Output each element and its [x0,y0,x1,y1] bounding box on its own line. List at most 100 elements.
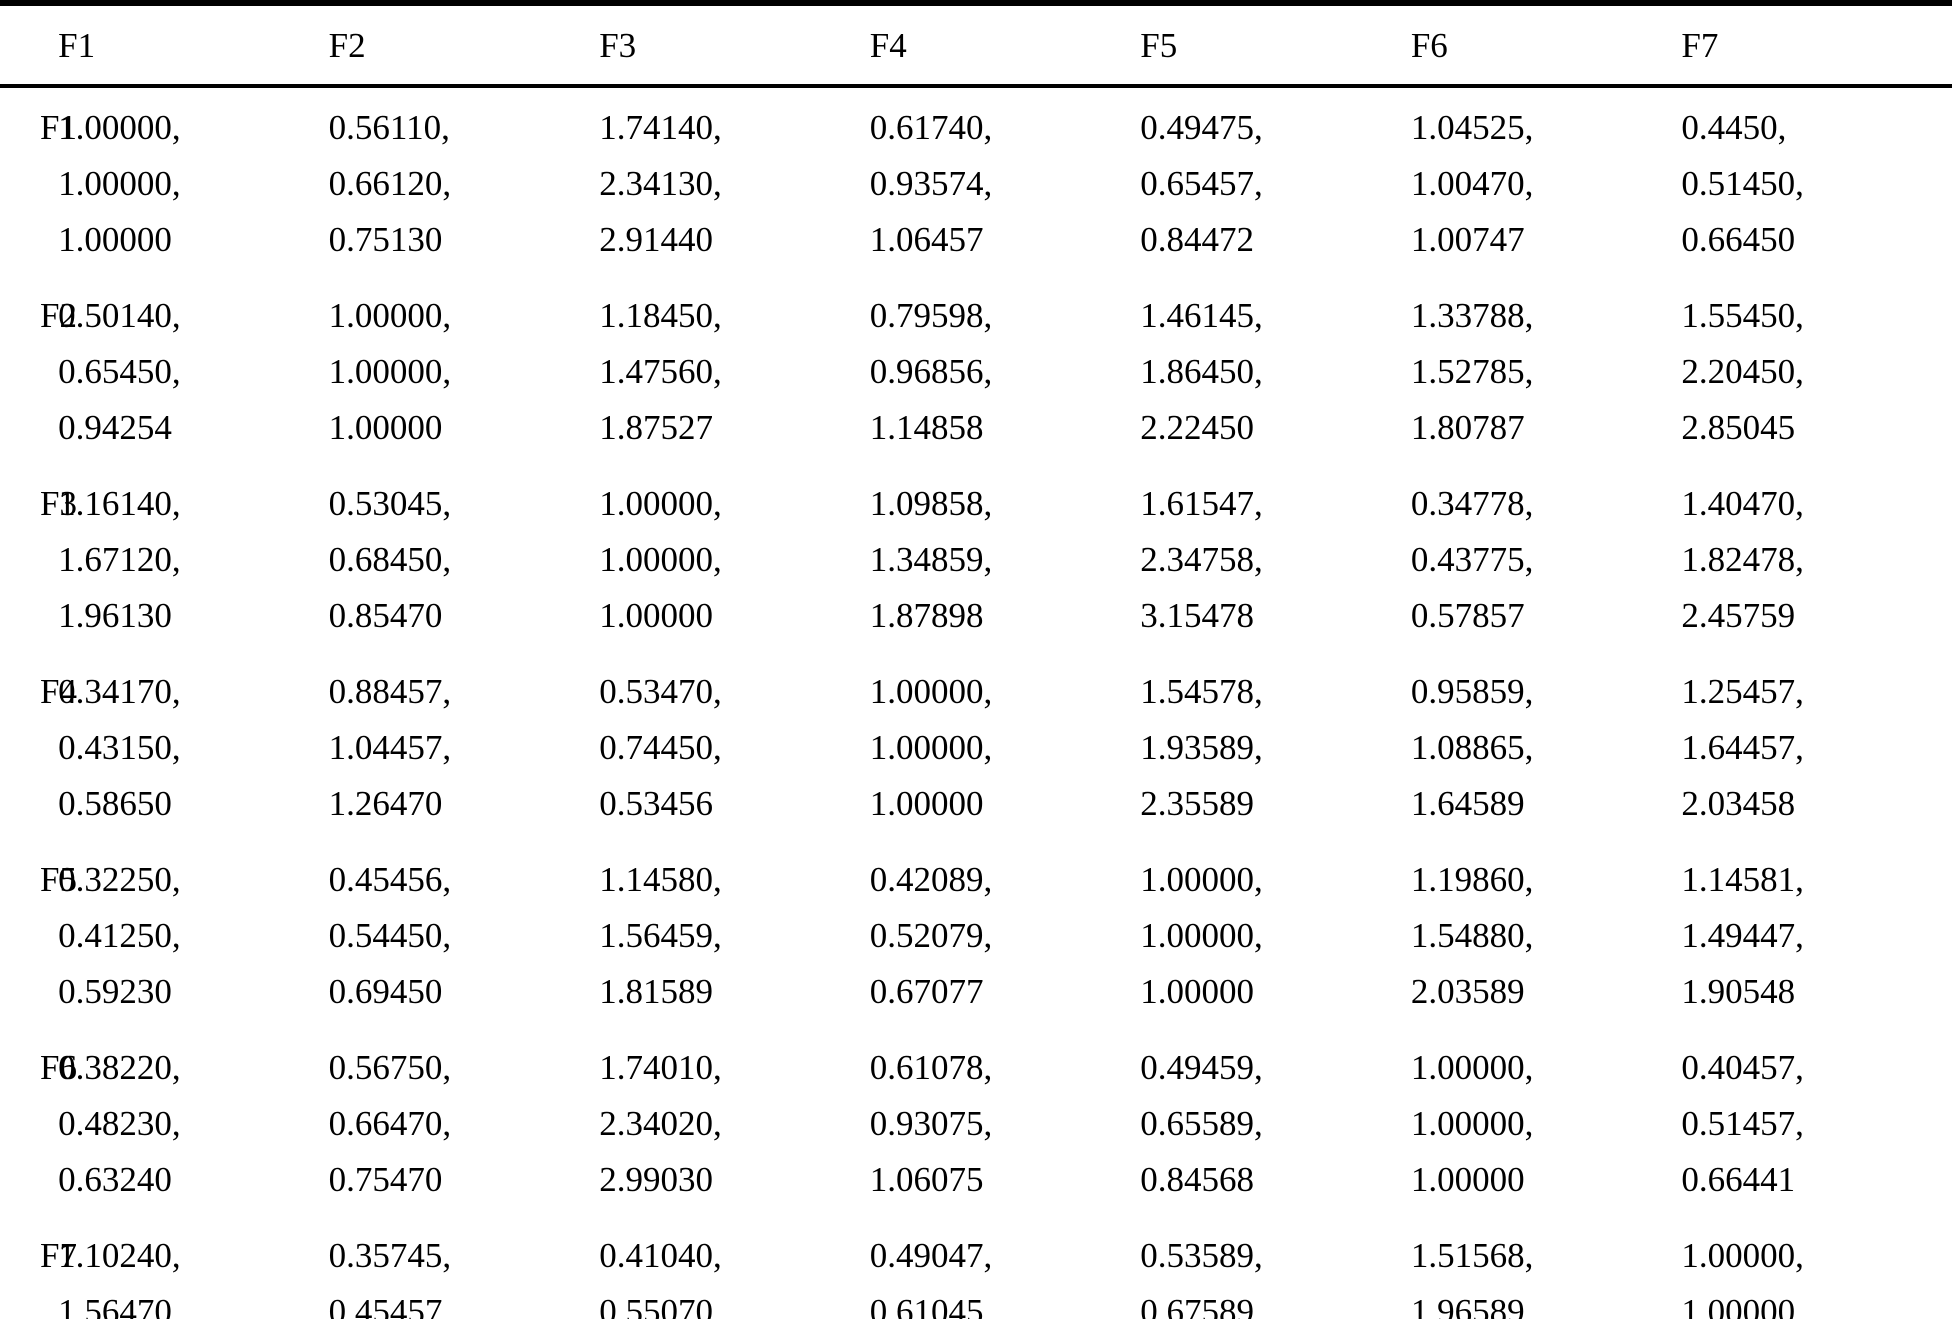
matrix-cell: 0.53045, 0.68450, 0.85470 [329,464,600,652]
matrix-cell: 0.45456, 0.54450, 0.69450 [329,840,600,1028]
row-header-f3: F3 [40,484,77,523]
matrix-cell-line: 1.00000, [599,540,722,579]
matrix-cell: 1.74140, 2.34130, 2.91440 [599,86,870,276]
matrix-cell: 0.50140, 0.65450, 0.94254 [58,276,329,464]
matrix-cell-line: 1.86450, [1140,352,1263,391]
matrix-cell-line: 0.66120, [328,164,452,203]
table-row: F5 0.32250, 0.41250, 0.59230 0.45456, 0.54450… [0,840,1952,1028]
matrix-cell-line: 0.45456, [328,860,452,899]
matrix-cell-line: 0.93574, [869,164,993,203]
matrix-cell-line: 2.34130, [599,164,722,203]
matrix-cell-line: 1.51568, [1410,1236,1534,1275]
matrix-cell-line: 0.88457, [328,672,452,711]
column-header-f4: F4 [869,3,1141,88]
matrix-cell: 1.14581, 1.49447, 1.90548 [1681,840,1952,1028]
matrix-cell-line: 0.32250, [58,860,181,899]
matrix-cell-line: 0.48230, [58,1104,181,1143]
matrix-cell-line: 1.00747 [1410,220,1525,259]
matrix-cell-line: 0.61045, [869,1292,993,1319]
matrix-cell-line: 1.81589 [599,972,713,1011]
row-header-f7: F7 [40,1236,77,1275]
matrix-cell: 0.40457, 0.51457, 0.66441 [1681,1028,1952,1216]
matrix-cell-line: 0.56750, [328,1048,452,1087]
column-header-f5: F5 [1140,3,1411,88]
matrix-cell-line: 1.00000, [1681,1292,1804,1319]
matrix-cell: 1.61547, 2.34758, 3.15478 [1140,464,1411,652]
matrix-cell-line: 0.51457, [1681,1104,1804,1143]
matrix-cell-line: 0.4450, [1681,108,1787,147]
matrix-cell-line: 1.61547, [1140,484,1263,523]
matrix-cell-line: 1.96589, [1410,1292,1534,1319]
matrix-cell-line: 1.00000, [599,484,722,523]
matrix-cell: 0.95859, 1.08865, 1.64589 [1411,652,1682,840]
matrix-cell: 0.38220, 0.48230, 0.63240 [58,1028,329,1216]
matrix-cell-line: 1.00000 [599,596,713,635]
matrix-cell-line: 1.08865, [1410,728,1534,767]
table-row: F1 1.00000, 1.00000, 1.00000 0.56110, 0.66120… [0,86,1952,276]
matrix-cell-line: 1.00000, [58,164,181,203]
matrix-cell-line: 0.45457, [328,1292,452,1319]
matrix-cell: 0.88457, 1.04457, 1.26470 [329,652,600,840]
matrix-cell-line: 1.82478, [1681,540,1804,579]
matrix-cell-line: 0.84472 [1140,220,1255,259]
matrix-cell-line: 0.66441 [1681,1160,1796,1199]
matrix-cell-line: 0.53470, [599,672,722,711]
matrix-cell-line: 1.87898 [869,596,984,635]
matrix-cell-line: 0.63240 [58,1160,172,1199]
matrix-cell: 1.46145, 1.86450, 2.22450 [1140,276,1411,464]
matrix-cell-line: 0.50140, [58,296,181,335]
matrix-cell-line: 1.00000, [869,672,993,711]
matrix-cell: 1.09858, 1.34859, 1.87898 [870,464,1141,652]
matrix-cell-line: 1.00000, [328,352,452,391]
matrix-cell: 1.25457, 1.64457, 2.03458 [1681,652,1952,840]
matrix-cell-line: 0.38220, [58,1048,181,1087]
matrix-cell-line: 1.00000 [1410,1160,1525,1199]
matrix-cell-line: 0.65589, [1140,1104,1263,1143]
matrix-cell-line: 1.33788, [1410,296,1534,335]
matrix-cell-line: 1.56470, [58,1292,181,1319]
table-header: F1 F2 F3 F4 F5 F6 F7 [0,3,1952,88]
matrix-cell-line: 1.19860, [1410,860,1534,899]
matrix-cell-line: 1.47560, [599,352,722,391]
column-header-f1: F1 [58,3,329,88]
matrix-cell: 0.4450, 0.51450, 0.66450 [1681,86,1952,276]
matrix-cell-line: 1.00000 [869,784,984,823]
matrix-cell: 1.40470, 1.82478, 2.45759 [1681,464,1952,652]
matrix-cell-line: 0.68450, [328,540,452,579]
matrix-cell-line: 1.46145, [1140,296,1263,335]
matrix-cell-line: 0.69450 [328,972,443,1011]
table-row: F4 0.34170, 0.43150, 0.58650 0.88457, 1.04457… [0,652,1952,840]
matrix-cell-line: 2.22450 [1140,408,1255,447]
matrix-cell-line: 1.56459, [599,916,722,955]
matrix-cell-line: 1.00000, [1681,1236,1804,1275]
row-header-f2: F2 [40,296,77,335]
matrix-cell-line: 1.00000 [1140,972,1255,1011]
matrix-cell-line: 1.87527 [599,408,713,447]
column-header-f2: F2 [328,3,600,88]
matrix-cell-line: 0.65450, [58,352,181,391]
matrix-cell-line: 1.64457, [1681,728,1804,767]
table-body: F1 1.00000, 1.00000, 1.00000 0.56110, 0.66120… [0,86,1952,1319]
matrix-cell-line: 0.67589, [1140,1292,1263,1319]
matrix-cell-line: 2.91440 [599,220,713,259]
matrix-cell-line: 1.00000 [58,220,172,259]
matrix-cell-line: 1.52785, [1410,352,1534,391]
matrix-cell: 1.00000, 1.00000, 1.00000 [58,86,329,276]
matrix-cell-line: 2.03458 [1681,784,1796,823]
matrix-cell: 0.41040,0.55070,0.71047 [599,1216,870,1319]
matrix-cell: 0.79598, 0.96856, 1.14858 [870,276,1141,464]
matrix-cell-line: 1.00000, [58,108,181,147]
matrix-cell-line: 1.00000, [1140,916,1263,955]
matrix-cell: 0.53589,0.67589,0.84586 [1140,1216,1411,1319]
matrix-cell-line: 0.96856, [869,352,993,391]
matrix-cell: 0.49047,0.61045,0.80045 [870,1216,1141,1319]
table-row: F6 0.38220, 0.48230, 0.63240 0.56750, 0.66470… [0,1028,1952,1216]
matrix-cell-line: 0.84568 [1140,1160,1255,1199]
matrix-cell: 1.00000, 1.00000, 1.00000 [1411,1028,1682,1216]
matrix-cell-line: 0.49459, [1140,1048,1263,1087]
matrix-cell-line: 1.04457, [328,728,452,767]
matrix-cell-line: 0.79598, [869,296,993,335]
matrix-cell-line: 0.61740, [869,108,993,147]
matrix-cell-line: 0.61078, [869,1048,993,1087]
matrix-cell-line: 2.34020, [599,1104,722,1143]
